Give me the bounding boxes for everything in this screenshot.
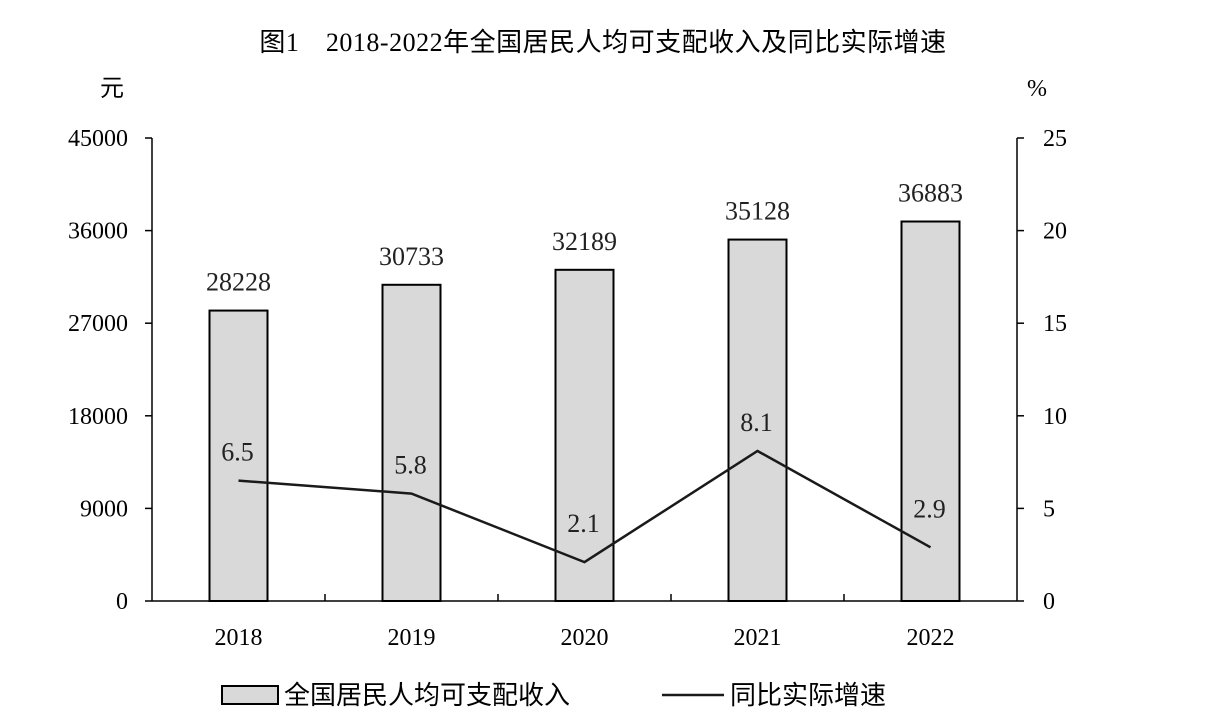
bar xyxy=(208,309,269,602)
left-tick-label: 27000 xyxy=(68,311,128,337)
line-value-label: 5.8 xyxy=(394,451,427,480)
line-value-label: 2.9 xyxy=(913,494,946,523)
bar xyxy=(727,238,788,603)
line-group xyxy=(238,449,932,564)
right-tick-label: 0 xyxy=(1043,589,1055,615)
line-value-label: 6.5 xyxy=(221,438,254,467)
left-tick-label: 36000 xyxy=(68,219,128,245)
bars-group xyxy=(208,220,961,603)
line-value-label: 8.1 xyxy=(740,408,773,437)
legend-group: 全国居民人均可支配收入 同比实际增速 xyxy=(221,681,886,710)
x-tick-label: 2018 xyxy=(215,625,263,651)
legend-bar-label: 全国居民人均可支配收入 xyxy=(284,681,570,710)
left-axis-unit: 元 xyxy=(100,76,124,102)
legend-bar-swatch xyxy=(221,685,279,705)
line-value-label: 2.1 xyxy=(567,509,600,538)
right-tick-label: 25 xyxy=(1043,126,1067,152)
right-tick-label: 20 xyxy=(1043,219,1067,245)
bar xyxy=(554,268,615,602)
left-tick-label: 0 xyxy=(116,589,128,615)
right-axis-unit: % xyxy=(1027,76,1047,102)
left-tick-label: 45000 xyxy=(68,126,128,152)
x-tick-label: 2022 xyxy=(907,625,955,651)
legend-line-label: 同比实际增速 xyxy=(730,681,886,710)
chart-title: 图1 2018-2022年全国居民人均可支配收入及同比实际增速 xyxy=(259,28,947,57)
x-tick-label: 2021 xyxy=(734,625,782,651)
x-tick-label: 2020 xyxy=(561,625,609,651)
bar-value-label: 28228 xyxy=(206,268,271,297)
bar xyxy=(381,283,442,602)
right-tick-label: 5 xyxy=(1043,496,1055,522)
bar-value-label: 36883 xyxy=(898,179,963,208)
bar-value-label: 32189 xyxy=(552,227,617,256)
bar-value-label: 35128 xyxy=(725,197,790,226)
right-tick-label: 10 xyxy=(1043,404,1067,430)
bar xyxy=(900,220,961,602)
right-tick-label: 15 xyxy=(1043,311,1067,337)
bar-value-label: 30733 xyxy=(379,242,444,271)
left-tick-label: 18000 xyxy=(68,404,128,430)
labels-group: 28228 30733 32189 35128 36883 6.5 5.8 2.1 8.1 2.9 xyxy=(206,179,963,539)
left-tick-label: 9000 xyxy=(80,496,128,522)
x-tick-label: 2019 xyxy=(388,625,436,651)
growth-rate-line xyxy=(238,449,932,564)
